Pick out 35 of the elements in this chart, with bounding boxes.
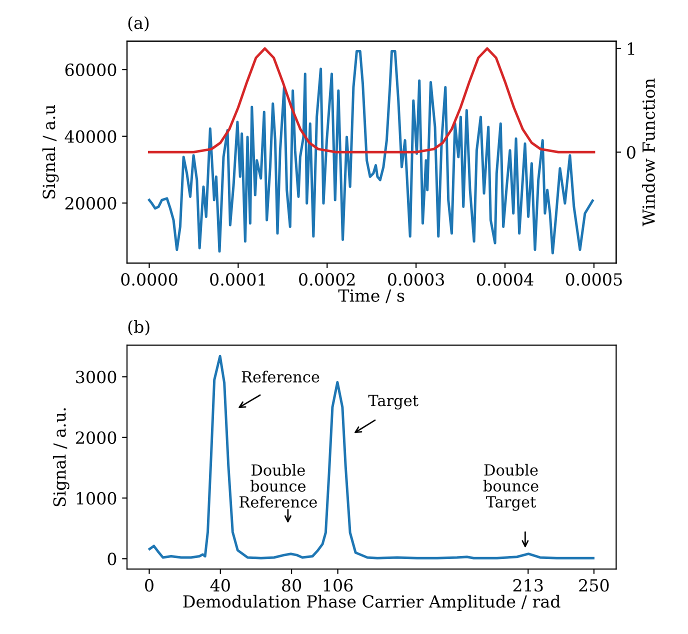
x-tick-label: 0.0003 <box>388 273 444 286</box>
y-tick-label: 1000 <box>76 492 116 505</box>
y2-axis-title: Window Function <box>642 78 655 226</box>
annotation: Target <box>368 394 418 410</box>
text: (b) <box>128 320 150 336</box>
annotation: Double bounce Reference <box>239 464 317 508</box>
y-tick-label: 2000 <box>76 431 116 444</box>
annotation: Reference <box>242 370 320 383</box>
x-tick-label: 0.0000 <box>121 273 178 286</box>
x-tick-label: 0.0005 <box>566 273 622 286</box>
x-tick-label: 0.0002 <box>299 273 355 286</box>
x-tick-label: 40 <box>210 579 230 592</box>
x-tick-label: 106 <box>324 579 353 592</box>
y2-tick-label: 1 <box>628 42 634 55</box>
annotation: Double bounce Target <box>483 464 538 511</box>
y2-tick-label: 0 <box>626 146 636 159</box>
x-tick-label: 250 <box>579 579 609 592</box>
y-tick-label: 40000 <box>64 130 116 143</box>
x-tick-label: 213 <box>513 579 543 592</box>
y-tick-label: 20000 <box>65 197 116 210</box>
y-tick-label: 60000 <box>65 64 116 76</box>
x-axis-title: Time / s <box>338 289 404 304</box>
x-tick-label: 0 <box>145 579 154 592</box>
x-tick-label: 80 <box>282 579 302 592</box>
x-tick-label: 0.0004 <box>476 273 534 286</box>
y-axis-title: Signal / a.u. <box>52 408 70 506</box>
y-tick-label: 0 <box>108 552 116 566</box>
line-series <box>148 50 594 254</box>
y-axis-title: Signal / a.u <box>42 104 59 199</box>
y-tick-label: 3000 <box>76 370 116 384</box>
line-series <box>148 47 596 154</box>
x-tick-label: 0.0001 <box>210 273 265 286</box>
text: (a) <box>128 16 149 32</box>
x-axis-title: Demodulation Phase Carrier Amplitude / rad <box>183 594 560 611</box>
line-series <box>148 354 594 560</box>
